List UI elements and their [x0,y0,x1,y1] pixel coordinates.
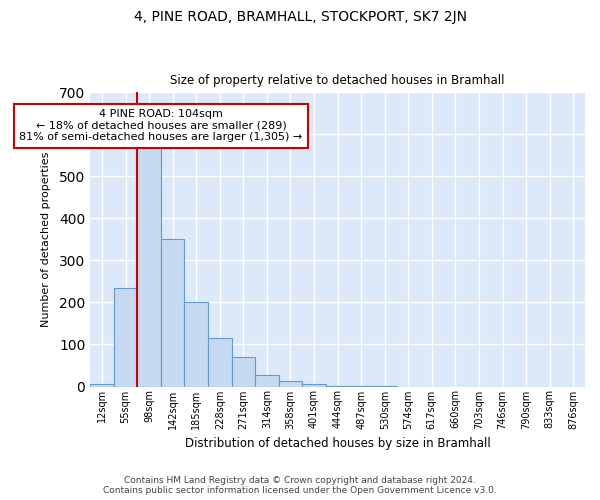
Y-axis label: Number of detached properties: Number of detached properties [41,152,50,327]
Bar [302,384,326,386]
Bar [184,302,208,386]
Bar [114,288,137,386]
Bar [208,338,232,386]
Bar [255,375,278,386]
Bar [137,140,161,386]
Text: 4, PINE ROAD, BRAMHALL, STOCKPORT, SK7 2JN: 4, PINE ROAD, BRAMHALL, STOCKPORT, SK7 2… [133,10,467,24]
Title: Size of property relative to detached houses in Bramhall: Size of property relative to detached ho… [170,74,505,87]
Bar [232,357,255,386]
Bar [161,240,184,386]
Text: Contains HM Land Registry data © Crown copyright and database right 2024.
Contai: Contains HM Land Registry data © Crown c… [103,476,497,495]
Bar [90,384,114,386]
Bar [278,381,302,386]
Text: 4 PINE ROAD: 104sqm
← 18% of detached houses are smaller (289)
81% of semi-detac: 4 PINE ROAD: 104sqm ← 18% of detached ho… [19,109,302,142]
X-axis label: Distribution of detached houses by size in Bramhall: Distribution of detached houses by size … [185,437,490,450]
